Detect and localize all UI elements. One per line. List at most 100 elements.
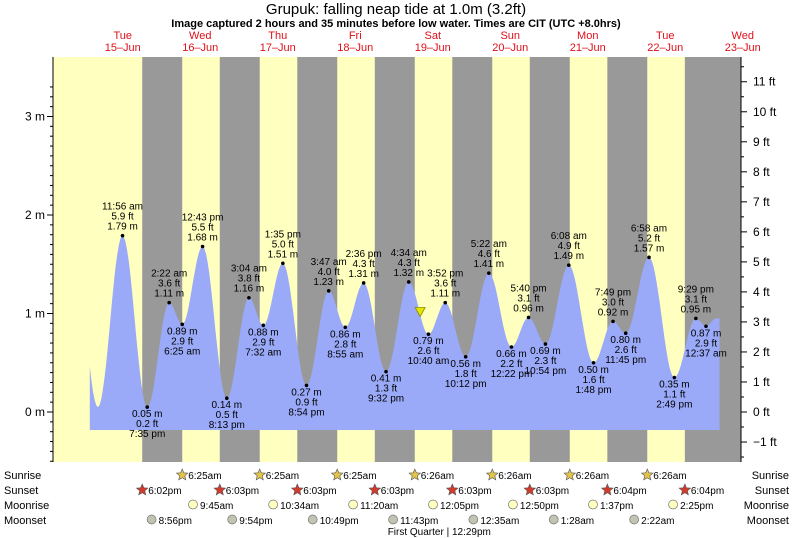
extreme-label: 3.0 ft [602, 297, 624, 308]
extreme-label: 1.16 m [234, 284, 265, 295]
sunset-star-icon [445, 483, 459, 496]
extreme-label: 0.69 m [530, 346, 561, 357]
extreme-label: 4.9 ft [558, 241, 580, 252]
extreme-label: 1.11 m [430, 289, 460, 300]
extreme-label: 2:22 am [151, 269, 187, 280]
right-tick-label: 2 ft [753, 345, 770, 359]
extreme-point [647, 255, 651, 260]
extreme-label: 8:13 pm [209, 420, 245, 431]
moonrise-time: 12:50pm [520, 501, 559, 512]
extreme-label: 3.1 ft [685, 294, 707, 305]
tide-area [89, 235, 720, 430]
extreme-label: 10:12 pm [445, 379, 487, 390]
extreme-label: 4.3 ft [398, 258, 420, 269]
right-tick-label: 3 ft [753, 315, 770, 329]
day-label-date: 18–Jun [337, 42, 373, 54]
extreme-label: 2.8 ft [334, 339, 356, 350]
day-label-dow: Wed [732, 30, 754, 42]
extreme-point [384, 369, 388, 374]
extreme-point [704, 324, 708, 329]
day-label-dow: Fri [349, 30, 362, 42]
extreme-label: 2.2 ft [500, 359, 522, 370]
moonrise-moon-icon [588, 499, 598, 510]
day-label-dow: Sat [424, 30, 441, 42]
moonrise-time: 11:20am [360, 501, 398, 512]
extreme-label: 2:36 pm [346, 249, 382, 260]
extreme-label: 2.9 ft [171, 336, 193, 347]
extreme-label: 4.3 ft [353, 259, 375, 270]
extreme-label: 8:54 pm [288, 407, 324, 418]
moonrise-moon-icon [348, 499, 358, 510]
extreme-label: 0.41 m [371, 374, 402, 385]
moonrise-moon-icon [508, 499, 518, 510]
right-tick-label: 9 ft [753, 135, 770, 149]
extreme-point [487, 271, 491, 275]
moonset-moon-icon [388, 514, 398, 525]
extreme-point [224, 396, 229, 401]
extreme-label: 0.89 m [167, 326, 198, 337]
moonset-moon-icon [227, 514, 238, 525]
extreme-point [326, 289, 331, 293]
sunrise-star-icon [253, 468, 267, 481]
extreme-label: 5.9 ft [111, 212, 133, 223]
current-level-marker [414, 307, 426, 318]
sunset-time: 6:03pm [458, 486, 491, 497]
extreme-label: 1.31 m [348, 269, 379, 280]
extreme-label: 1.23 m [313, 277, 344, 288]
day-label-dow: Sun [500, 30, 520, 42]
extreme-label: 3.1 ft [517, 293, 539, 304]
row-label-moonrise: Moonrise [4, 500, 49, 512]
moonset-moon-icon [468, 514, 479, 525]
moonrise-time: 9:45am [200, 501, 233, 512]
extreme-point [120, 233, 125, 238]
extreme-label: 0.88 m [248, 327, 279, 338]
extreme-point [281, 261, 285, 266]
extreme-label: 1.3 ft [375, 384, 397, 395]
extreme-label: 0.66 m [496, 349, 527, 360]
moonrise-moon-icon [268, 499, 278, 510]
right-tick-label: 1 ft [753, 375, 770, 389]
extreme-label: 7:32 am [245, 347, 281, 358]
day-label-dow: Mon [577, 30, 598, 42]
moonrise-time: 10:34am [280, 501, 319, 512]
chart-title: Grupuk: falling neap tide at 1.0m (3.2ft… [266, 1, 526, 18]
sunset-star-icon [600, 483, 614, 496]
moonset-moon-icon [548, 514, 559, 525]
moonset-time: 10:49pm [320, 516, 359, 527]
sunrise-star-icon [485, 468, 499, 481]
day-label-dow: Tue [656, 30, 675, 42]
extreme-label: 0.92 m [598, 307, 629, 318]
extreme-label: 12:37 am [685, 348, 727, 359]
sunset-time: 6:02pm [148, 486, 181, 497]
extreme-label: 4:34 am [391, 248, 427, 259]
left-tick-label: 0 m [25, 405, 45, 419]
extreme-point [343, 325, 348, 330]
day-label-dow: Thu [268, 30, 287, 42]
row-label-moonrise-right: Moonrise [744, 500, 789, 512]
right-tick-label: 8 ft [753, 165, 770, 179]
extreme-label: 1.32 m [393, 268, 424, 279]
extreme-label: 1.8 ft [455, 369, 477, 380]
extreme-point [261, 323, 266, 328]
sunrise-star-icon [175, 468, 189, 481]
row-label-sunrise-right: Sunrise [752, 470, 789, 482]
row-label-sunset: Sunset [4, 485, 38, 497]
extreme-label: 11:45 pm [605, 355, 646, 366]
extreme-label: 5.5 ft [191, 223, 213, 234]
extreme-label: 10:54 pm [525, 366, 567, 377]
moonset-time: 11:43pm [400, 516, 438, 527]
moonrise-time: 2:25pm [680, 501, 713, 512]
left-tick-label: 1 m [25, 307, 45, 321]
extreme-labels: 11:56 am5.9 ft1.79 m 0.05 m0.2 ft7:35 pm 2… [102, 202, 727, 440]
extreme-label: 9:32 pm [368, 394, 404, 405]
moonrise-moon-icon [188, 499, 198, 510]
extreme-label: 0.95 m [681, 304, 712, 315]
extreme-label: 1.1 ft [663, 390, 685, 401]
extreme-label: 1.6 ft [582, 375, 604, 386]
extreme-label: 2.9 ft [252, 337, 274, 348]
astronomy-rows: 6:25am 6:25am 6:25am 6:26am 6:26am 6:26am 6:26… [135, 468, 724, 538]
extreme-label: 9:29 pm [678, 284, 714, 295]
extreme-point [694, 316, 698, 321]
day-label-date: 15–Jun [105, 42, 141, 54]
